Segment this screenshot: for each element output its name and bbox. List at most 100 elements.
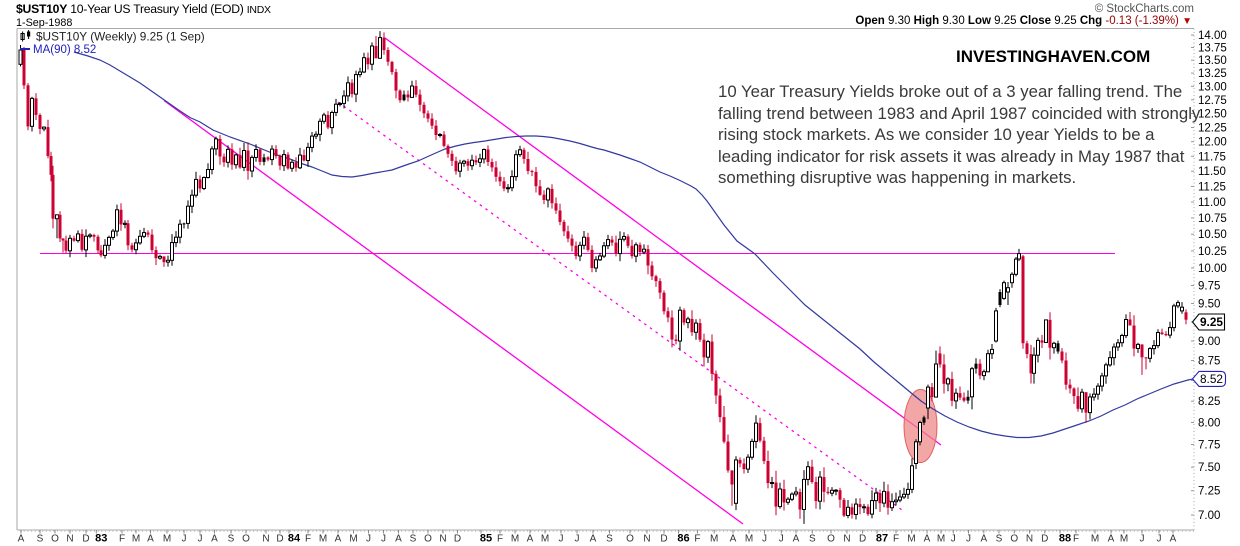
svg-text:A: A bbox=[793, 534, 800, 545]
svg-text:84: 84 bbox=[288, 533, 301, 545]
svg-text:N: N bbox=[262, 534, 269, 545]
svg-text:8.75: 8.75 bbox=[1198, 356, 1220, 368]
svg-text:12.75: 12.75 bbox=[1198, 95, 1227, 107]
svg-text:M: M bbox=[319, 534, 327, 545]
svg-text:A: A bbox=[335, 534, 342, 545]
svg-text:J: J bbox=[559, 534, 564, 545]
svg-text:M: M bbox=[907, 534, 915, 545]
svg-text:J: J bbox=[198, 534, 203, 545]
svg-text:O: O bbox=[242, 534, 250, 545]
svg-text:7.75: 7.75 bbox=[1198, 440, 1220, 452]
svg-text:O: O bbox=[51, 534, 59, 545]
svg-text:13.75: 13.75 bbox=[1198, 43, 1227, 55]
svg-text:J: J bbox=[762, 534, 767, 545]
svg-text:M: M bbox=[745, 534, 753, 545]
svg-text:S: S bbox=[996, 534, 1003, 545]
svg-text:F: F bbox=[497, 534, 503, 545]
svg-text:J: J bbox=[1140, 534, 1145, 545]
svg-text:F: F bbox=[893, 534, 899, 545]
svg-text:A: A bbox=[730, 534, 737, 545]
svg-text:A: A bbox=[924, 534, 931, 545]
svg-text:$UST10Y (Weekly) 9.25 (1 Sep): $UST10Y (Weekly) 9.25 (1 Sep) bbox=[36, 30, 205, 44]
svg-text:J: J bbox=[951, 534, 956, 545]
svg-text:S: S bbox=[606, 534, 613, 545]
svg-text:9.50: 9.50 bbox=[1198, 299, 1220, 311]
svg-text:A: A bbox=[1170, 534, 1177, 545]
svg-text:11.00: 11.00 bbox=[1198, 197, 1226, 209]
svg-text:8.52: 8.52 bbox=[1200, 372, 1223, 386]
svg-text:86: 86 bbox=[677, 533, 689, 545]
svg-text:9.00: 9.00 bbox=[1198, 336, 1220, 348]
svg-text:10.50: 10.50 bbox=[1198, 229, 1227, 241]
svg-text:J: J bbox=[1157, 534, 1162, 545]
svg-text:8.00: 8.00 bbox=[1198, 418, 1220, 430]
svg-text:A: A bbox=[211, 534, 218, 545]
svg-text:83: 83 bbox=[95, 533, 107, 545]
svg-text:14.00: 14.00 bbox=[1198, 30, 1227, 42]
svg-text:S: S bbox=[410, 534, 417, 545]
svg-text:N: N bbox=[1026, 534, 1033, 545]
svg-text:S: S bbox=[37, 534, 44, 545]
svg-text:8.25: 8.25 bbox=[1198, 396, 1220, 408]
svg-text:A: A bbox=[590, 534, 597, 545]
svg-text:9.25: 9.25 bbox=[1200, 315, 1223, 329]
svg-text:7.50: 7.50 bbox=[1198, 462, 1220, 474]
svg-text:O: O bbox=[827, 534, 835, 545]
svg-text:12.25: 12.25 bbox=[1198, 123, 1227, 135]
svg-text:F: F bbox=[694, 534, 700, 545]
svg-text:J: J bbox=[381, 534, 386, 545]
svg-text:87: 87 bbox=[876, 533, 888, 545]
svg-text:13.50: 13.50 bbox=[1198, 55, 1227, 67]
svg-text:M: M bbox=[132, 534, 140, 545]
svg-text:D: D bbox=[660, 534, 667, 545]
svg-text:N: N bbox=[66, 534, 73, 545]
svg-text:M: M bbox=[511, 534, 519, 545]
svg-text:A: A bbox=[147, 534, 154, 545]
svg-text:D: D bbox=[276, 534, 283, 545]
svg-text:D: D bbox=[1041, 534, 1048, 545]
svg-text:N: N bbox=[843, 534, 850, 545]
svg-text:D: D bbox=[454, 534, 461, 545]
svg-text:9.75: 9.75 bbox=[1198, 281, 1220, 293]
svg-text:O: O bbox=[626, 534, 634, 545]
svg-text:A: A bbox=[527, 534, 534, 545]
svg-text:F: F bbox=[1073, 534, 1079, 545]
svg-text:12.50: 12.50 bbox=[1198, 109, 1227, 121]
svg-text:N: N bbox=[643, 534, 650, 545]
svg-text:85: 85 bbox=[480, 533, 492, 545]
svg-text:D: D bbox=[82, 534, 89, 545]
svg-text:10.25: 10.25 bbox=[1198, 246, 1227, 258]
svg-text:S: S bbox=[809, 534, 816, 545]
svg-text:A: A bbox=[395, 534, 402, 545]
svg-text:M: M bbox=[541, 534, 549, 545]
svg-text:10.75: 10.75 bbox=[1198, 213, 1227, 225]
svg-text:O: O bbox=[1010, 534, 1018, 545]
svg-text:A: A bbox=[980, 534, 987, 545]
svg-text:M: M bbox=[349, 534, 357, 545]
svg-text:11.50: 11.50 bbox=[1198, 166, 1226, 178]
svg-text:M: M bbox=[937, 534, 945, 545]
svg-text:S: S bbox=[228, 534, 235, 545]
svg-text:J: J bbox=[366, 534, 371, 545]
svg-text:M: M bbox=[1120, 534, 1128, 545]
svg-text:11.75: 11.75 bbox=[1198, 151, 1226, 163]
svg-text:13.00: 13.00 bbox=[1198, 81, 1227, 93]
svg-text:A: A bbox=[1108, 534, 1115, 545]
svg-text:7.00: 7.00 bbox=[1198, 510, 1220, 522]
svg-text:10.00: 10.00 bbox=[1198, 263, 1227, 275]
svg-text:J: J bbox=[182, 534, 187, 545]
svg-text:J: J bbox=[575, 534, 580, 545]
svg-text:13.25: 13.25 bbox=[1198, 68, 1227, 80]
svg-text:D: D bbox=[859, 534, 866, 545]
svg-text:A: A bbox=[18, 534, 25, 545]
svg-text:J: J bbox=[779, 534, 784, 545]
svg-text:M: M bbox=[710, 534, 718, 545]
svg-text:7.25: 7.25 bbox=[1198, 486, 1220, 498]
svg-text:J: J bbox=[966, 534, 971, 545]
svg-text:M: M bbox=[163, 534, 171, 545]
svg-text:F: F bbox=[119, 534, 125, 545]
svg-text:M: M bbox=[1091, 534, 1099, 545]
svg-text:88: 88 bbox=[1059, 533, 1071, 545]
svg-text:N: N bbox=[439, 534, 446, 545]
svg-text:F: F bbox=[305, 534, 311, 545]
